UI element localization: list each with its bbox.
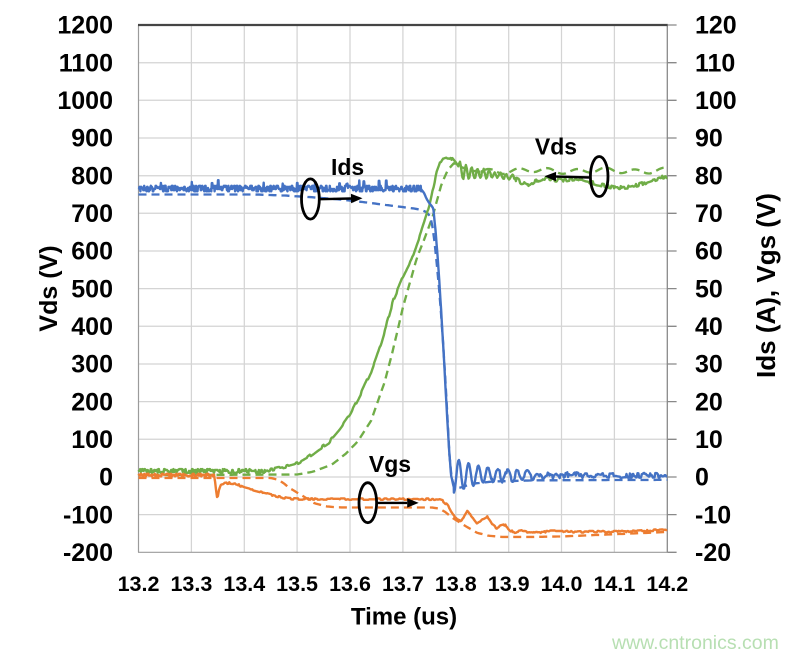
svg-text:13.5: 13.5 [276,572,318,596]
svg-text:600: 600 [71,238,113,266]
svg-text:300: 300 [71,351,113,379]
svg-text:1100: 1100 [59,49,113,77]
svg-text:Ids (A), Vgs (V): Ids (A), Vgs (V) [751,193,781,378]
svg-text:20: 20 [695,388,723,416]
svg-text:14.1: 14.1 [593,572,635,596]
svg-text:www.cntronics.com: www.cntronics.com [611,632,779,654]
svg-text:-10: -10 [695,501,731,529]
svg-text:-20: -20 [695,539,731,567]
svg-text:50: 50 [695,275,723,303]
svg-text:13.9: 13.9 [488,572,530,596]
svg-text:Time (us): Time (us) [351,604,457,631]
svg-text:80: 80 [695,162,723,190]
svg-text:13.6: 13.6 [329,572,371,596]
svg-text:60: 60 [695,238,723,266]
svg-text:100: 100 [695,87,737,115]
svg-text:13.2: 13.2 [118,572,160,596]
svg-text:Ids: Ids [331,154,364,180]
svg-text:13.7: 13.7 [382,572,424,596]
svg-text:Vds: Vds [535,134,577,160]
svg-text:90: 90 [695,125,723,153]
svg-text:30: 30 [695,351,723,379]
svg-text:0: 0 [695,464,709,492]
svg-text:Vds (V): Vds (V) [35,245,63,331]
svg-text:13.3: 13.3 [170,572,212,596]
svg-text:10: 10 [695,426,723,454]
svg-text:14.0: 14.0 [541,572,583,596]
svg-text:13.8: 13.8 [435,572,477,596]
svg-text:100: 100 [71,426,113,454]
svg-text:700: 700 [71,200,113,228]
svg-text:800: 800 [71,162,113,190]
svg-text:14.2: 14.2 [646,572,688,596]
svg-text:110: 110 [695,49,735,77]
svg-text:13.4: 13.4 [223,572,265,596]
svg-text:1000: 1000 [57,87,113,115]
svg-text:900: 900 [71,125,113,153]
svg-text:40: 40 [695,313,723,341]
svg-text:-100: -100 [63,501,113,529]
svg-text:400: 400 [71,313,113,341]
svg-text:120: 120 [695,12,737,40]
svg-text:0: 0 [99,464,113,492]
svg-text:70: 70 [695,200,723,228]
svg-text:1200: 1200 [57,12,113,40]
svg-text:-200: -200 [63,539,113,567]
svg-text:500: 500 [71,275,113,303]
svg-text:Vgs: Vgs [369,451,411,477]
svg-text:200: 200 [71,388,113,416]
